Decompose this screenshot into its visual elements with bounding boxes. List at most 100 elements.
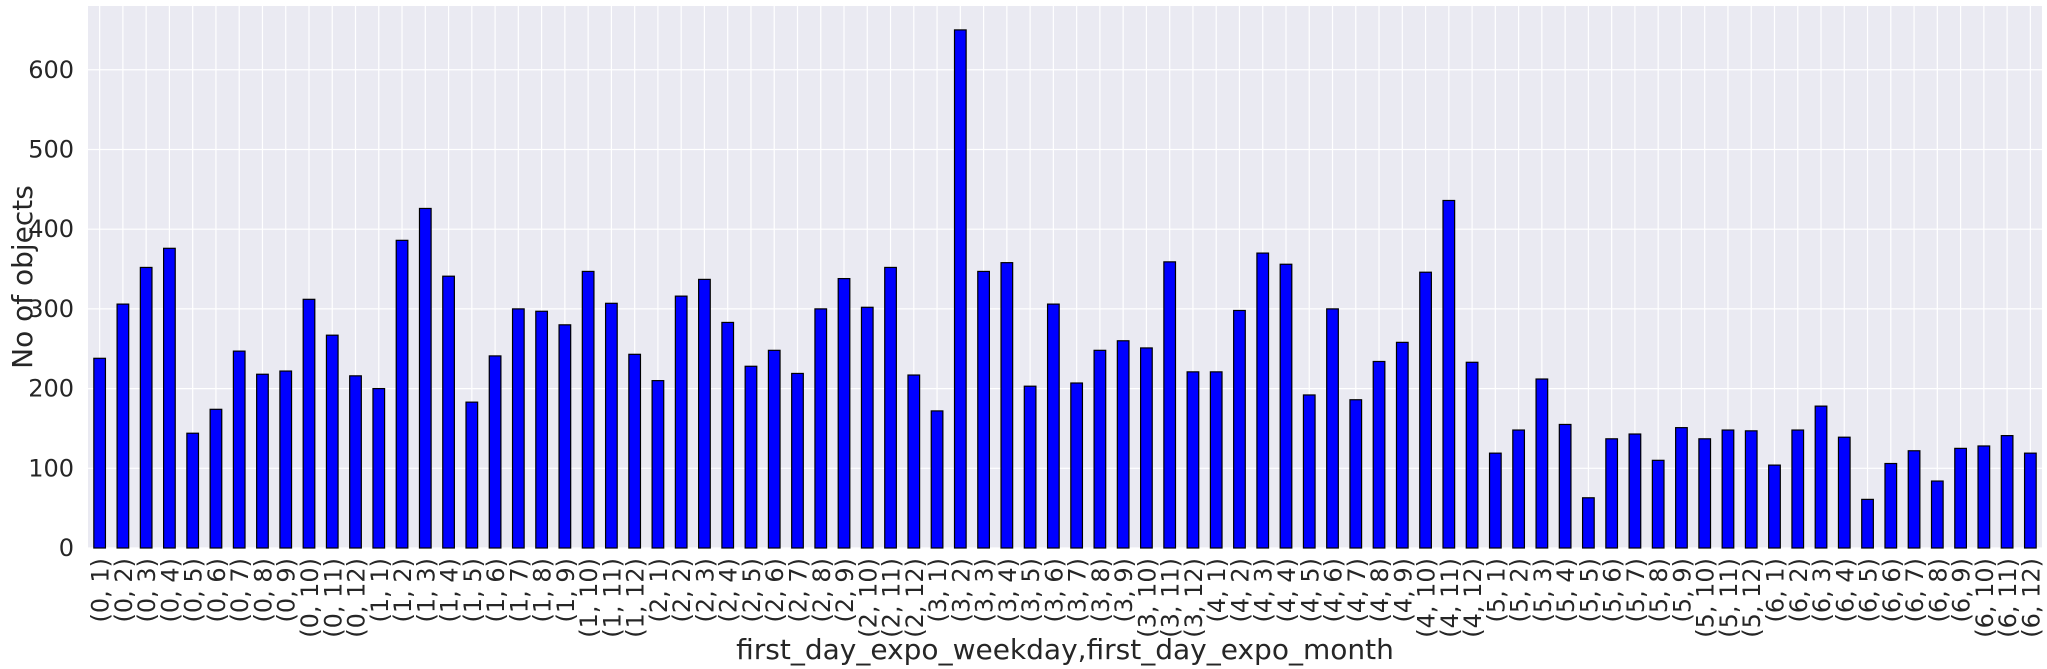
x-tick-label: (6, 7) — [1901, 558, 1929, 623]
x-tick-label: (6, 12) — [2017, 558, 2045, 638]
x-tick-label: (4, 3) — [1250, 558, 1278, 623]
bar — [581, 270, 595, 549]
bar — [1046, 303, 1060, 549]
x-tick-label: (6, 9) — [1948, 558, 1976, 623]
x-tick-label: (2, 2) — [668, 558, 696, 623]
bar — [163, 247, 176, 549]
x-tick-label: (3, 4) — [994, 558, 1022, 623]
x-tick-label: (3, 11) — [1157, 558, 1185, 638]
y-tick-label: 0 — [59, 534, 74, 562]
x-tick-label: (2, 11) — [878, 558, 906, 638]
x-tick-label: (0, 1) — [87, 558, 115, 623]
bar — [1581, 497, 1595, 549]
bar — [1349, 399, 1363, 549]
bar — [1116, 340, 1130, 549]
bar — [1488, 452, 1502, 549]
x-tick-label: (5, 2) — [1506, 558, 1534, 623]
bar — [349, 375, 362, 549]
bar — [604, 302, 618, 549]
x-tick-label: (5, 11) — [1715, 558, 1743, 638]
x-tick-label: (1, 10) — [575, 558, 603, 638]
x-tick-label: (4, 2) — [1226, 558, 1254, 623]
bar — [186, 432, 200, 549]
x-tick-label: (6, 4) — [1831, 558, 1859, 623]
bar — [2000, 435, 2014, 549]
x-tick-label: (0, 4) — [156, 558, 184, 623]
x-tick-label: (5, 4) — [1552, 558, 1580, 623]
bar — [93, 357, 107, 549]
x-tick-label: (4, 9) — [1389, 558, 1417, 623]
x-tick-label: (4, 7) — [1343, 558, 1371, 623]
x-tick-label: (5, 9) — [1668, 558, 1696, 623]
bar — [1558, 423, 1572, 549]
x-tick-label: (4, 11) — [1436, 558, 1464, 638]
bar — [325, 334, 339, 549]
bar — [1209, 371, 1223, 549]
bar — [372, 387, 386, 549]
bar — [1977, 445, 1991, 549]
bar — [1954, 447, 1967, 549]
bar — [1907, 450, 1921, 549]
bar — [1535, 378, 1549, 549]
bar — [1721, 429, 1735, 549]
bar — [1093, 349, 1107, 549]
x-tick-label: (1, 5) — [459, 558, 487, 623]
x-tick-label: (2, 7) — [784, 558, 812, 623]
x-tick-label: (2, 12) — [901, 558, 929, 638]
y-tick-label: 600 — [28, 56, 74, 84]
bar — [1884, 462, 1898, 549]
bar — [1465, 361, 1479, 549]
y-tick-label: 200 — [28, 375, 74, 403]
bar — [1233, 309, 1246, 549]
bar — [628, 353, 642, 549]
x-tick-label: (1, 8) — [529, 558, 557, 623]
x-tick-label: (3, 9) — [1110, 558, 1138, 623]
x-axis-ticks: (0, 1)(0, 2)(0, 3)(0, 4)(0, 5)(0, 6)(0, … — [87, 558, 2046, 638]
x-tick-label: (3, 1) — [924, 558, 952, 623]
x-tick-label: (2, 10) — [854, 558, 882, 638]
x-tick-label: (3, 12) — [1180, 558, 1208, 638]
x-tick-label: (2, 9) — [831, 558, 859, 623]
x-tick-label: (2, 1) — [645, 558, 673, 623]
x-tick-label: (1, 3) — [412, 558, 440, 623]
x-tick-label: (6, 10) — [1971, 558, 1999, 638]
bar — [418, 207, 432, 549]
bar — [744, 365, 758, 549]
bar — [2023, 452, 2037, 549]
bar — [860, 306, 874, 549]
y-tick-label: 100 — [28, 454, 74, 482]
y-axis-ticks: 0 100 200 300 400 500 600 — [28, 56, 74, 562]
bar — [674, 295, 688, 549]
x-tick-label: (4, 4) — [1273, 558, 1301, 623]
bar — [837, 277, 851, 549]
bar — [395, 239, 409, 549]
x-tick-label: (1, 12) — [622, 558, 650, 638]
x-tick-label: (5, 6) — [1599, 558, 1627, 623]
x-tick-label: (3, 10) — [1133, 558, 1161, 638]
y-tick-label: 300 — [28, 295, 74, 323]
x-tick-label: (5, 1) — [1482, 558, 1510, 623]
x-tick-label: (5, 12) — [1738, 558, 1766, 638]
x-tick-label: (4, 12) — [1459, 558, 1487, 638]
x-tick-label: (0, 10) — [296, 558, 324, 638]
bar — [1186, 371, 1200, 549]
bar — [535, 310, 549, 549]
bar — [1256, 252, 1270, 549]
x-tick-label: (5, 5) — [1575, 558, 1603, 623]
bar — [1023, 385, 1037, 549]
bar — [1791, 429, 1805, 549]
bar — [791, 372, 804, 549]
x-tick-label: (3, 5) — [1017, 558, 1045, 623]
y-tick-label: 500 — [28, 135, 74, 163]
x-tick-label: (4, 8) — [1366, 558, 1394, 623]
bar — [1837, 436, 1851, 549]
bar — [1814, 405, 1828, 549]
x-tick-label: (2, 5) — [738, 558, 766, 623]
bar-series — [93, 29, 2037, 549]
x-tick-label: (4, 6) — [1320, 558, 1348, 623]
x-tick-label: (6, 5) — [1855, 558, 1883, 623]
bar — [1768, 464, 1781, 549]
bar — [511, 308, 525, 549]
x-tick-label: (0, 8) — [249, 558, 277, 623]
x-tick-label: (0, 6) — [203, 558, 231, 623]
